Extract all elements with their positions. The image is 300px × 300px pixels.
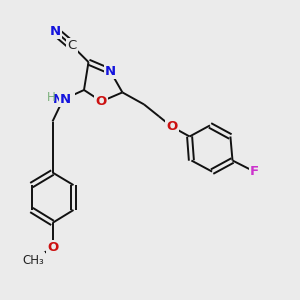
Text: C: C (68, 39, 76, 52)
Text: O: O (166, 120, 177, 133)
Text: CH₃: CH₃ (22, 254, 44, 267)
Text: CH₃: CH₃ (22, 254, 44, 267)
Text: H: H (47, 91, 56, 104)
Text: O: O (96, 95, 107, 108)
Text: O: O (47, 241, 58, 254)
Text: N: N (60, 93, 71, 106)
Text: NH: NH (52, 93, 74, 106)
Text: N: N (105, 65, 116, 78)
Text: N: N (50, 25, 61, 38)
Text: F: F (250, 165, 259, 178)
